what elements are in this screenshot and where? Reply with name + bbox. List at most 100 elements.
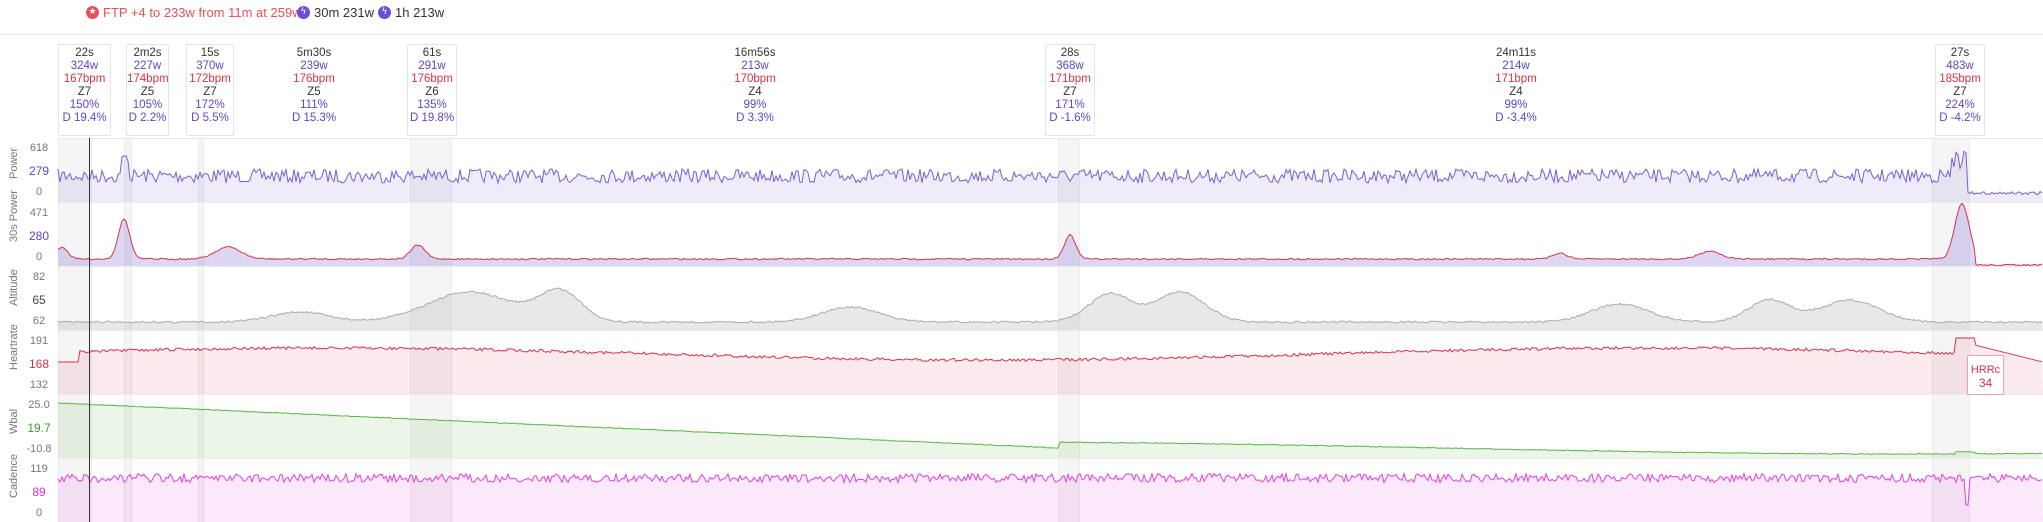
interval-percent: 99%	[1504, 99, 1528, 111]
interval-heartrate: 176bpm	[411, 73, 453, 85]
hrrc-value: 34	[1978, 376, 1993, 390]
cadence-trace	[57, 471, 2043, 506]
interval-zone: Z7	[1063, 86, 1077, 98]
cadence-min-tick: 0	[35, 507, 43, 519]
interval-heartrate: 174bpm	[127, 73, 169, 85]
interval-zone: Z7	[77, 86, 92, 98]
interval-zone: Z7	[1953, 86, 1967, 98]
panel-divider	[58, 394, 2043, 395]
panel-divider	[58, 266, 2043, 267]
interval-drift: D 19.4%	[62, 112, 107, 124]
panel-divider	[58, 138, 2043, 139]
heartrate-trace-fill	[58, 338, 2043, 394]
altitude-max-tick: 82	[32, 271, 46, 283]
interval-watts: 239w	[300, 60, 328, 72]
cadence-axis-label: Cadence	[8, 453, 20, 498]
interval-card[interactable]: 28s 368w 171bpm Z7 171% D -1.6%	[1045, 44, 1095, 136]
interval-card[interactable]: 61s 291w 176bpm Z6 135% D 19.8%	[407, 44, 457, 136]
best-1h-badge[interactable]: ϟ 1h 213w	[378, 4, 444, 20]
interval-heartrate: 170bpm	[734, 73, 776, 85]
hrrc-annotation[interactable]: HRRc 34	[1967, 355, 2004, 395]
interval-card[interactable]: 27s 483w 185bpm Z7 224% D -4.2%	[1935, 44, 1985, 136]
wbal-mid-tick: 19.7	[27, 421, 51, 435]
chart-cursor[interactable]	[89, 138, 90, 522]
best-1h-text: 1h 213w	[395, 4, 445, 20]
interval-card[interactable]: 22s 324w 167bpm Z7 150% D 19.4%	[58, 44, 111, 136]
interval-zone: Z5	[140, 86, 155, 98]
ftp-star-icon: ★	[86, 5, 99, 19]
heartrate-mid-tick: 168	[28, 357, 50, 371]
interval-duration: 61s	[422, 47, 442, 59]
interval-heartrate: 171bpm	[1049, 73, 1091, 85]
power30-trace	[57, 202, 2043, 267]
interval-drift: D 5.5%	[191, 112, 229, 124]
power30-max-tick: 471	[29, 207, 49, 219]
wbal-trace	[57, 402, 2043, 455]
interval-card[interactable]: 24m11s 214w 171bpm Z4 99% D -3.4%	[1486, 44, 1546, 136]
power-axis-label: Power	[8, 147, 20, 179]
interval-duration: 24m11s	[1495, 47, 1537, 59]
interval-zone: Z4	[1509, 86, 1523, 98]
cadence-max-tick: 119	[30, 463, 48, 475]
interval-card[interactable]: 5m30s 239w 176bpm Z5 111% D 15.3%	[284, 44, 344, 136]
interval-watts: 214w	[1502, 60, 1530, 72]
altitude-mid-tick: 65	[32, 293, 46, 307]
interval-duration: 22s	[75, 47, 94, 59]
interval-percent: 135%	[417, 99, 447, 111]
wbal-max-tick: 25.0	[28, 399, 50, 411]
heartrate-trace	[58, 337, 2043, 363]
power-trace-fill	[58, 151, 2043, 202]
power30-min-tick: 0	[35, 251, 43, 263]
altitude-min-tick: 62	[32, 315, 46, 327]
interval-percent: 172%	[195, 99, 225, 111]
power-min-tick: 0	[35, 186, 43, 198]
panel-divider	[58, 458, 2043, 459]
interval-card[interactable]: 2m2s 227w 174bpm Z5 105% D 2.2%	[126, 44, 169, 136]
interval-duration: 5m30s	[296, 47, 332, 59]
interval-heartrate: 176bpm	[293, 73, 335, 85]
interval-heartrate: 185bpm	[1939, 73, 1981, 85]
interval-percent: 171%	[1055, 99, 1085, 111]
interval-watts: 213w	[741, 60, 769, 72]
power30-mid-tick: 280	[28, 229, 50, 243]
power30-axis-label: 30s Power	[8, 190, 20, 242]
interval-zone: Z5	[307, 86, 321, 98]
best-30m-text: 30m 231w	[314, 4, 374, 20]
ftp-badge-text: FTP +4 to 233w from 11m at 259w	[103, 4, 302, 20]
interval-percent: 111%	[300, 99, 328, 111]
best-30m-badge[interactable]: ϟ 30m 231w	[297, 4, 374, 20]
interval-watts: 291w	[418, 60, 446, 72]
ftp-badge[interactable]: ★ FTP +4 to 233w from 11m at 259w	[86, 4, 302, 20]
altitude-trace-fill	[58, 288, 2043, 330]
interval-card[interactable]: 16m56s 213w 170bpm Z4 99% D 3.3%	[725, 44, 785, 136]
heartrate-min-tick: 132	[29, 379, 49, 391]
interval-duration: 27s	[1950, 47, 1970, 59]
interval-heartrate: 172bpm	[189, 73, 231, 85]
interval-drift: D -3.4%	[1495, 112, 1537, 124]
interval-percent: 150%	[69, 99, 100, 111]
altitude-axis-label: Altitude	[8, 269, 20, 306]
interval-percent: 105%	[132, 99, 163, 111]
interval-watts: 368w	[1056, 60, 1084, 72]
panel-divider	[58, 202, 2043, 203]
interval-zone: Z7	[203, 86, 217, 98]
interval-drift: D 3.3%	[736, 112, 774, 124]
interval-drift: D -4.2%	[1939, 112, 1981, 124]
interval-drift: D -1.6%	[1049, 112, 1091, 124]
lightning-icon: ϟ	[297, 5, 310, 19]
power-trace	[57, 150, 2043, 196]
power-max-tick: 618	[29, 142, 49, 154]
interval-drift: D 15.3%	[291, 112, 337, 124]
interval-card[interactable]: 15s 370w 172bpm Z7 172% D 5.5%	[186, 44, 234, 136]
interval-duration: 15s	[200, 47, 220, 59]
interval-watts: 370w	[196, 60, 224, 72]
interval-watts: 483w	[1946, 60, 1974, 72]
interval-heartrate: 171bpm	[1495, 73, 1537, 85]
interval-percent: 224%	[1945, 99, 1975, 111]
interval-duration: 2m2s	[133, 47, 162, 59]
wbal-trace-fill	[58, 402, 2043, 458]
interval-watts: 324w	[70, 60, 99, 72]
interval-heartrate: 167bpm	[63, 73, 106, 85]
interval-zone: Z4	[748, 86, 762, 98]
